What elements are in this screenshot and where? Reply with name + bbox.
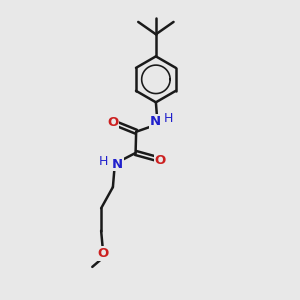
Text: O: O	[154, 154, 166, 167]
Text: N: N	[112, 158, 123, 171]
Text: H: H	[164, 112, 173, 125]
Text: O: O	[107, 116, 118, 128]
Text: O: O	[98, 247, 109, 260]
Text: H: H	[98, 155, 108, 168]
Text: N: N	[149, 115, 161, 128]
